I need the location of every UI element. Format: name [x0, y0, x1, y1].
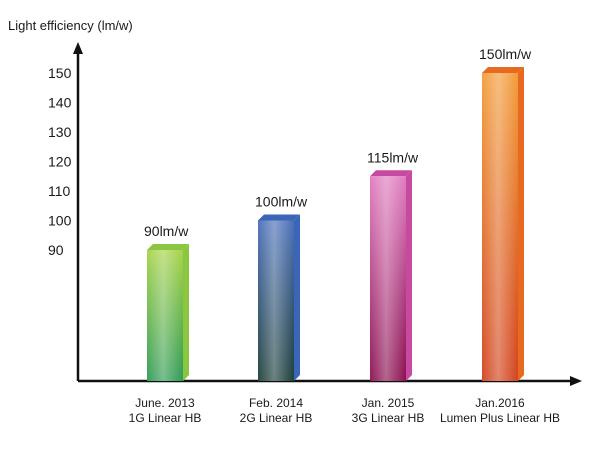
- category-label-line1: Feb. 2014: [249, 396, 303, 410]
- category-label-line1: Jan. 2015: [362, 396, 415, 410]
- bar-side: [294, 214, 300, 381]
- category-label-line2: 3G Linear HB: [352, 411, 425, 425]
- bar-top: [482, 67, 524, 73]
- data-label: 150lm/w: [479, 46, 532, 62]
- bar-sheen: [370, 176, 406, 381]
- y-tick-label: 140: [48, 95, 72, 111]
- y-axis-arrow: [73, 42, 83, 54]
- bar-top: [258, 214, 300, 221]
- category-label-line2: 1G Linear HB: [129, 411, 202, 425]
- bar-side: [183, 244, 189, 381]
- data-label: 115lm/w: [367, 149, 419, 165]
- bar-sheen: [147, 250, 183, 381]
- bars-group: 90lm/w 100lm/w 115lm/w 150lm/w: [144, 46, 532, 381]
- y-tick-label: 150: [48, 65, 72, 81]
- y-tick-label: 110: [48, 183, 71, 199]
- y-axis-title: Light efficiency (lm/w): [8, 18, 133, 33]
- data-label: 100lm/w: [255, 194, 308, 210]
- y-tick-label: 100: [48, 213, 72, 229]
- data-label: 90lm/w: [144, 223, 189, 239]
- category-label-line1: Jan.2016: [475, 396, 525, 410]
- x-axis-arrow: [570, 376, 582, 386]
- y-axis-ticks: 90 100 110 120 130 140 150: [48, 65, 72, 258]
- category-label-line2: Lumen Plus Linear HB: [440, 411, 560, 425]
- bar-top: [370, 170, 412, 177]
- bar-side: [518, 67, 524, 381]
- y-tick-label: 120: [48, 154, 72, 170]
- y-tick-label: 90: [48, 242, 64, 258]
- y-tick-label: 130: [48, 124, 72, 140]
- bar-side: [406, 170, 412, 381]
- bar-top: [147, 244, 189, 250]
- category-label-line2: 2G Linear HB: [240, 411, 313, 425]
- bar-sheen: [482, 73, 518, 381]
- bar-sheen: [258, 220, 294, 381]
- category-label-line1: June. 2013: [135, 396, 195, 410]
